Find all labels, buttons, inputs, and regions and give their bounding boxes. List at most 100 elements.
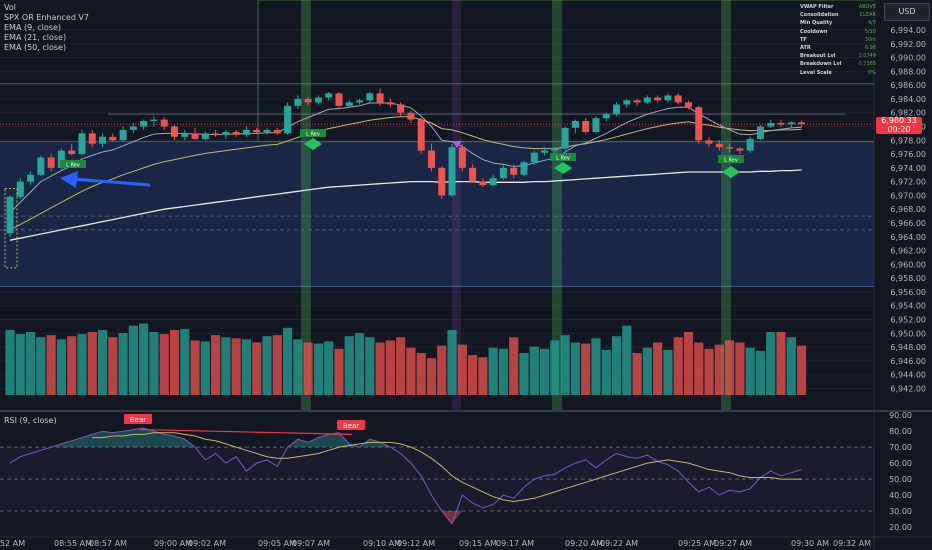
currency-button[interactable]: USD	[884, 3, 930, 21]
price-tick-label: 6,946.00	[890, 357, 926, 366]
price-tick-label: 6,956.00	[890, 288, 926, 297]
divergence-label-text: Bear	[343, 422, 359, 430]
volume-bar	[488, 347, 498, 395]
legend-ema50[interactable]: EMA (50, close)	[4, 43, 67, 52]
volume-bar	[653, 342, 663, 395]
volume-bar	[416, 353, 426, 395]
volume-bar	[252, 342, 262, 395]
volume-bar	[468, 355, 478, 395]
time-tick-label: 09:02 AM	[188, 539, 226, 548]
time-tick-label: 09:20 AM	[565, 539, 603, 548]
candle-body	[222, 132, 230, 135]
candle-body	[767, 123, 775, 127]
candle-body	[438, 167, 446, 196]
volume-bar	[529, 346, 539, 395]
candle-body	[520, 162, 528, 175]
volume-bar	[5, 329, 15, 395]
volume-bar	[385, 340, 395, 395]
info-value: 6.98	[864, 45, 876, 52]
info-row: TF 30m	[800, 36, 876, 44]
time-tick-label: 08:55 AM	[54, 539, 92, 548]
signal-label-box	[550, 153, 576, 161]
candle-body	[284, 105, 292, 134]
candle-body	[325, 93, 333, 98]
price-tick-label: 6,982.00	[890, 109, 926, 118]
volume-bar	[46, 335, 56, 395]
volume-bar	[745, 347, 755, 395]
long-signal-diamond	[554, 162, 572, 174]
price-tick-label: 6,984.00	[890, 95, 926, 104]
volume-bar	[539, 348, 550, 395]
candle-body	[99, 136, 107, 144]
volume-bar	[375, 342, 385, 395]
bear-divergence-line	[139, 428, 353, 435]
candle-body	[469, 167, 477, 182]
price-tick-label: 6,954.00	[890, 302, 926, 311]
time-tick-label: 09:22 AM	[600, 539, 638, 548]
volume-bar	[704, 348, 714, 395]
volume-bar	[241, 339, 252, 395]
candle-body	[119, 129, 127, 141]
price-tick-label: 6,952.00	[890, 316, 926, 325]
last-price-tag: 6,980.33 00:20	[876, 116, 922, 134]
candle-body	[150, 119, 158, 121]
long-signal-diamond	[722, 166, 740, 178]
candle-body	[695, 107, 703, 141]
volume-bar	[725, 340, 735, 395]
volume-bar	[426, 358, 437, 395]
candle-body	[427, 150, 435, 168]
time-tick-label: 09:17 AM	[496, 539, 534, 548]
divergence-label-box	[124, 414, 152, 424]
info-row: Breakout Lvl 1.0749	[800, 52, 876, 60]
volume-bar	[159, 334, 169, 395]
legend-ema9[interactable]: EMA (9, close)	[4, 23, 61, 32]
price-tick-label: 6,966.00	[890, 219, 926, 228]
candle-body	[253, 129, 261, 133]
info-row: Min Quality 4/7	[800, 19, 876, 27]
long-signal-diamond	[304, 138, 322, 150]
volume-bar	[447, 329, 457, 395]
time-tick-label: 09:00 AM	[154, 539, 192, 548]
volume-bar	[303, 342, 313, 395]
candle-body	[78, 133, 86, 155]
info-row: VWAP Filter ABOVE	[800, 3, 876, 11]
last-price-value: 6,980.33	[881, 116, 917, 125]
price-tick-label: 6,988.00	[890, 67, 926, 76]
legend-vol[interactable]: Vol	[4, 3, 16, 12]
legend-strategy[interactable]: SPX OR Enhanced V7	[4, 13, 89, 22]
time-tick-label: 09:25 AM	[678, 539, 716, 548]
signal-label-text: L Rev	[724, 158, 738, 164]
candle-body	[787, 122, 795, 125]
volume-bar	[478, 357, 488, 395]
legend-ema21[interactable]: EMA (21, close)	[4, 33, 67, 42]
price-tick-label: 6,976.00	[890, 150, 926, 159]
candle-body	[160, 119, 168, 127]
volume-bar	[694, 342, 704, 395]
volume-bar	[683, 332, 694, 395]
info-row: ATR 6.98	[800, 44, 876, 52]
strategy-info-table: VWAP Filter ABOVE Consolidation CLEAR Min Qu…	[800, 3, 876, 77]
ema21-line	[9, 116, 802, 231]
candle-body	[736, 148, 744, 151]
volume-bar	[714, 344, 724, 395]
signal-label-box	[718, 155, 744, 163]
candle-body	[397, 104, 405, 113]
candle-body	[140, 120, 148, 127]
bear-signal-triangle	[452, 141, 462, 148]
info-key: Min Quality	[800, 20, 833, 27]
candle-body	[592, 118, 600, 133]
info-value: ABOVE	[858, 4, 876, 10]
volume-bar	[519, 353, 529, 395]
volume-bar	[581, 343, 591, 395]
candle-body	[510, 167, 518, 175]
info-value: 5/10	[864, 28, 876, 35]
info-key: Cooldown	[800, 28, 828, 35]
candle-body	[407, 112, 415, 120]
info-value: 0%	[868, 69, 876, 76]
volume-bar	[796, 345, 807, 395]
candle-body	[314, 97, 322, 103]
rsi-legend[interactable]: RSI (9, close)	[4, 416, 57, 425]
volume-bar	[786, 337, 796, 395]
candle-body	[27, 174, 35, 182]
